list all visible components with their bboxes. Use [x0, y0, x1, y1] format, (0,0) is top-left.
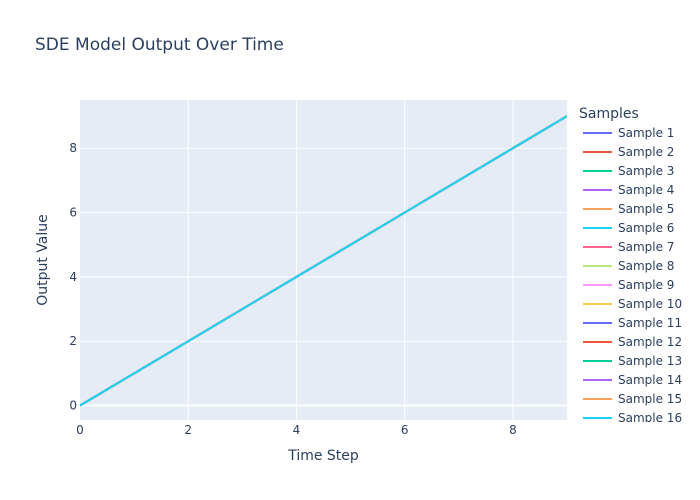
x-tick-label: 6: [401, 423, 409, 437]
legend-label: Sample 10: [618, 297, 682, 311]
legend-label: Sample 1: [618, 126, 674, 140]
legend-label: Sample 7: [618, 240, 674, 254]
legend-label: Sample 14: [618, 373, 682, 387]
legend-label: Sample 8: [618, 259, 674, 273]
x-tick-label: 4: [293, 423, 301, 437]
legend-item-13[interactable]: Sample 13: [583, 354, 682, 368]
y-tick-label: 2: [69, 334, 77, 348]
legend-label: Sample 11: [618, 316, 682, 330]
y-axis-ticks: 0 2 4 6 8: [69, 141, 77, 412]
y-tick-label: 8: [69, 141, 77, 155]
legend-item-14[interactable]: Sample 14: [583, 373, 682, 387]
legend-item-15[interactable]: Sample 15: [583, 392, 682, 406]
legend-label: Sample 4: [618, 183, 674, 197]
legend-item-11[interactable]: Sample 11: [583, 316, 682, 330]
legend-label: Sample 5: [618, 202, 674, 216]
legend-item-12[interactable]: Sample 12: [583, 335, 682, 349]
y-tick-label: 6: [69, 206, 77, 220]
legend-item-4[interactable]: Sample 4: [583, 183, 674, 197]
legend-label: Sample 6: [618, 221, 674, 235]
x-tick-label: 2: [184, 423, 192, 437]
legend[interactable]: Sample 1 Sample 2 Sample 3 Sample 4 Sample 5…: [583, 126, 682, 425]
legend-label: Sample 15: [618, 392, 682, 406]
series-line-16: [80, 115, 567, 407]
legend-item-16[interactable]: Sample 16: [583, 411, 682, 425]
legend-item-1[interactable]: Sample 1: [583, 126, 674, 140]
y-tick-label: 0: [69, 399, 77, 413]
legend-title: Samples: [579, 106, 639, 122]
legend-item-9[interactable]: Sample 9: [583, 278, 674, 292]
legend-label: Sample 9: [618, 278, 674, 292]
legend-label: Sample 12: [618, 335, 682, 349]
legend-item-2[interactable]: Sample 2: [583, 145, 674, 159]
legend-item-5[interactable]: Sample 5: [583, 202, 674, 216]
legend-item-8[interactable]: Sample 8: [583, 259, 674, 273]
y-axis-title: Output Value: [35, 214, 51, 306]
x-axis-ticks: 0 2 4 6 8: [76, 423, 517, 437]
legend-label: Sample 2: [618, 145, 674, 159]
legend-label: Sample 3: [618, 164, 674, 178]
chart-title: SDE Model Output Over Time: [35, 35, 284, 55]
legend-item-7[interactable]: Sample 7: [583, 240, 674, 254]
legend-item-3[interactable]: Sample 3: [583, 164, 674, 178]
grid: [80, 100, 567, 420]
x-tick-label: 8: [509, 423, 517, 437]
series-lines: [80, 115, 567, 407]
legend-label: Sample 16: [618, 411, 682, 425]
y-tick-label: 4: [69, 270, 77, 284]
legend-label: Sample 13: [618, 354, 682, 368]
legend-item-6[interactable]: Sample 6: [583, 221, 674, 235]
x-axis-title: Time Step: [287, 448, 359, 464]
x-tick-label: 0: [76, 423, 84, 437]
legend-item-10[interactable]: Sample 10: [583, 297, 682, 311]
